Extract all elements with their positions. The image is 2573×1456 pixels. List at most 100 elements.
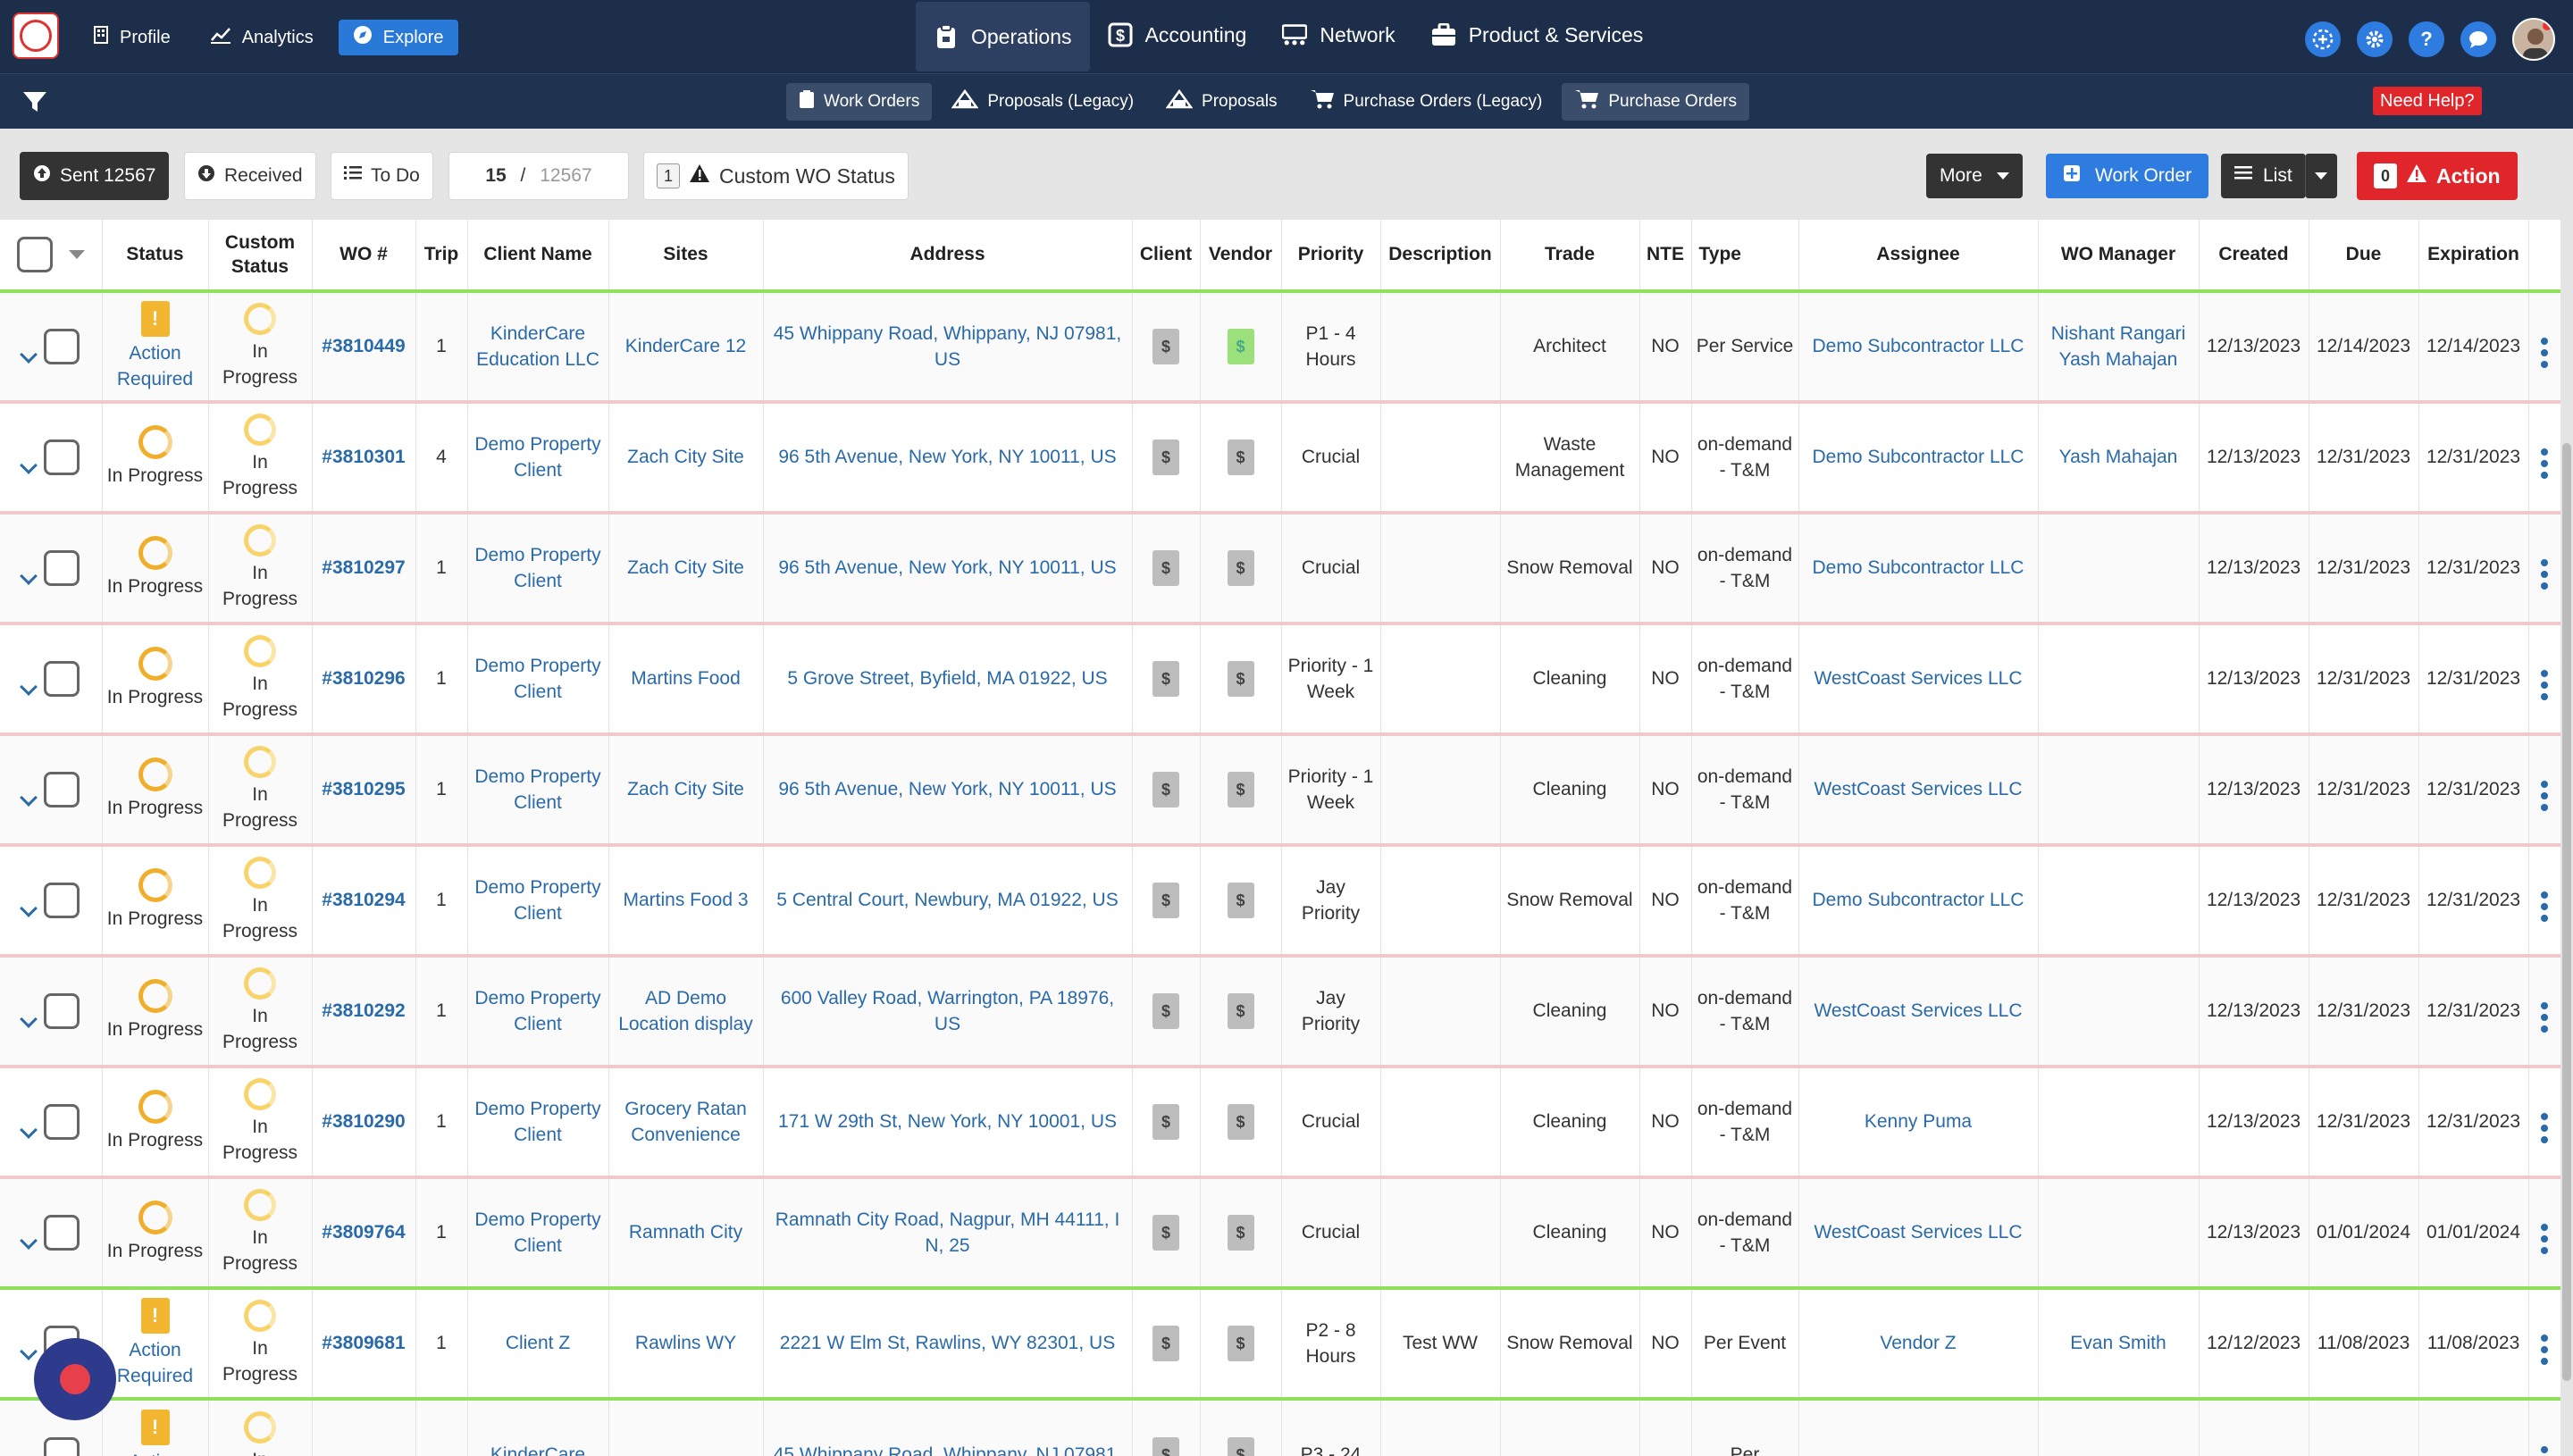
- client-link[interactable]: Demo Property Client: [474, 544, 601, 591]
- invoice-icon[interactable]: $: [1152, 439, 1179, 475]
- assignee-link[interactable]: Demo Subcontractor LLC: [1812, 890, 2024, 911]
- row-checkbox[interactable]: [43, 1104, 80, 1140]
- avatar[interactable]: [2512, 18, 2555, 61]
- client-name-cell[interactable]: Demo Property Client: [467, 1067, 609, 1177]
- client-name-cell[interactable]: Demo Property Client: [467, 513, 609, 623]
- client-name-cell[interactable]: Demo Property Client: [467, 956, 609, 1067]
- site-cell[interactable]: KinderCare 12: [608, 291, 764, 402]
- work-order-button[interactable]: Work Order: [2046, 154, 2209, 198]
- invoice-icon[interactable]: $: [1227, 883, 1254, 918]
- assignee-link[interactable]: Kenny Puma: [1864, 1111, 1973, 1133]
- address-cell[interactable]: 96 5th Avenue, New York, NY 10011, US: [763, 734, 1133, 845]
- chevron-down-icon[interactable]: [19, 900, 38, 917]
- client-invoice-cell[interactable]: $: [1132, 1177, 1201, 1288]
- address-link[interactable]: 45 Whippany Road, Whippany, NJ 07981,: [773, 1444, 1122, 1456]
- wo-cell[interactable]: #3809681: [312, 1288, 416, 1399]
- nav-operations[interactable]: Operations: [916, 2, 1090, 71]
- address-link[interactable]: 5 Grove Street, Byfield, MA 01922, US: [787, 668, 1108, 690]
- kebab-menu-icon[interactable]: [2541, 558, 2548, 590]
- vendor-invoice-cell[interactable]: $: [1200, 1399, 1282, 1456]
- col-wo[interactable]: WO #: [312, 220, 416, 291]
- wo-manager-cell[interactable]: [2038, 1177, 2200, 1288]
- kebab-menu-icon[interactable]: [2541, 1334, 2548, 1365]
- wo-link[interactable]: #3810297: [322, 557, 406, 579]
- site-cell[interactable]: Rawlins WY: [608, 1288, 764, 1399]
- row-menu-cell[interactable]: [2528, 623, 2560, 734]
- row-select[interactable]: [0, 845, 103, 956]
- kebab-menu-icon[interactable]: [2541, 891, 2548, 922]
- row-menu-cell[interactable]: [2528, 1067, 2560, 1177]
- assignee-cell[interactable]: Demo Subcontractor LLC: [1798, 845, 2039, 956]
- list-view-button[interactable]: List: [2221, 154, 2306, 198]
- col-priority[interactable]: Priority: [1281, 220, 1381, 291]
- client-name-cell[interactable]: Demo Property Client: [467, 623, 609, 734]
- row-menu-cell[interactable]: [2528, 734, 2560, 845]
- chevron-down-icon[interactable]: [19, 1121, 38, 1139]
- site-link[interactable]: Zach City Site: [627, 779, 744, 800]
- subnav-proposals[interactable]: Proposals: [1153, 83, 1290, 121]
- address-link[interactable]: 96 5th Avenue, New York, NY 10011, US: [778, 447, 1117, 468]
- chevron-down-icon[interactable]: [19, 1343, 38, 1360]
- table-row[interactable]: In Progress In Progress #3810290 1 Demo Prop…: [0, 1067, 2560, 1177]
- wo-manager-cell[interactable]: [2038, 1067, 2200, 1177]
- site-cell[interactable]: [608, 1399, 764, 1456]
- vertical-scrollbar[interactable]: [2560, 220, 2573, 1456]
- client-name-cell[interactable]: Client Z: [467, 1288, 609, 1399]
- client-link[interactable]: Demo Property Client: [474, 987, 601, 1034]
- assignee-cell[interactable]: Vendor Z: [1798, 1288, 2039, 1399]
- col-trip[interactable]: Trip: [415, 220, 468, 291]
- wo-cell[interactable]: #3810290: [312, 1067, 416, 1177]
- wo-manager-link[interactable]: Yash Mahajan: [2058, 447, 2178, 468]
- wo-manager-cell[interactable]: [2038, 513, 2200, 623]
- subnav-work-orders[interactable]: Work Orders: [786, 83, 933, 121]
- col-client[interactable]: Client: [1132, 220, 1201, 291]
- app-logo[interactable]: [13, 13, 59, 59]
- address-link[interactable]: 96 5th Avenue, New York, NY 10011, US: [778, 557, 1117, 579]
- chevron-down-icon[interactable]: [19, 1010, 38, 1028]
- assignee-cell[interactable]: WestCoast Services LLC: [1798, 1177, 2039, 1288]
- wo-cell[interactable]: [312, 1399, 416, 1456]
- kebab-menu-icon[interactable]: [2541, 1445, 2548, 1456]
- table-row[interactable]: In Progress In Progress #3809764 1 Demo Prop…: [0, 1177, 2560, 1288]
- vendor-invoice-cell[interactable]: $: [1200, 734, 1282, 845]
- row-checkbox[interactable]: [43, 661, 80, 697]
- select-all-header[interactable]: [0, 220, 103, 291]
- site-link[interactable]: Zach City Site: [627, 447, 744, 468]
- row-checkbox[interactable]: [43, 993, 80, 1029]
- site-cell[interactable]: Ramnath City: [608, 1177, 764, 1288]
- client-invoice-cell[interactable]: $: [1132, 1399, 1201, 1456]
- col-custom-status[interactable]: Custom Status: [208, 220, 313, 291]
- assignee-cell[interactable]: Kenny Puma: [1798, 1067, 2039, 1177]
- question-icon[interactable]: ?: [2409, 21, 2444, 57]
- client-invoice-cell[interactable]: $: [1132, 734, 1201, 845]
- row-checkbox[interactable]: [43, 439, 80, 475]
- wo-manager-cell[interactable]: Evan Smith: [2038, 1288, 2200, 1399]
- col-vendor[interactable]: Vendor: [1200, 220, 1282, 291]
- action-button[interactable]: 0 Action: [2357, 152, 2518, 200]
- address-cell[interactable]: 5 Central Court, Newbury, MA 01922, US: [763, 845, 1133, 956]
- site-link[interactable]: KinderCare 12: [624, 336, 747, 357]
- row-checkbox[interactable]: [43, 329, 80, 364]
- wo-link[interactable]: #3809764: [322, 1222, 406, 1243]
- col-sites[interactable]: Sites: [608, 220, 764, 291]
- row-checkbox[interactable]: [43, 1437, 80, 1456]
- record-button[interactable]: [34, 1338, 116, 1420]
- chevron-down-icon[interactable]: [19, 1232, 38, 1250]
- received-button[interactable]: Received: [184, 152, 316, 200]
- wo-cell[interactable]: #3810295: [312, 734, 416, 845]
- invoice-icon[interactable]: $: [1227, 1326, 1254, 1361]
- address-cell[interactable]: 2221 W Elm St, Rawlins, WY 82301, US: [763, 1288, 1133, 1399]
- assignee-cell[interactable]: WestCoast Services LLC: [1798, 734, 2039, 845]
- wo-manager-cell[interactable]: [2038, 845, 2200, 956]
- row-menu-cell[interactable]: [2528, 1399, 2560, 1456]
- invoice-icon[interactable]: $: [1227, 1437, 1254, 1456]
- wo-manager-cell[interactable]: [2038, 956, 2200, 1067]
- address-link[interactable]: 96 5th Avenue, New York, NY 10011, US: [778, 779, 1117, 800]
- row-menu-cell[interactable]: [2528, 1177, 2560, 1288]
- invoice-icon[interactable]: $: [1152, 1104, 1179, 1140]
- row-menu-cell[interactable]: [2528, 845, 2560, 956]
- client-link[interactable]: Demo Property Client: [474, 766, 601, 813]
- col-assignee[interactable]: Assignee: [1798, 220, 2039, 291]
- site-link[interactable]: Grocery Ratan Convenience: [624, 1098, 747, 1145]
- wo-link[interactable]: #3810290: [322, 1111, 406, 1133]
